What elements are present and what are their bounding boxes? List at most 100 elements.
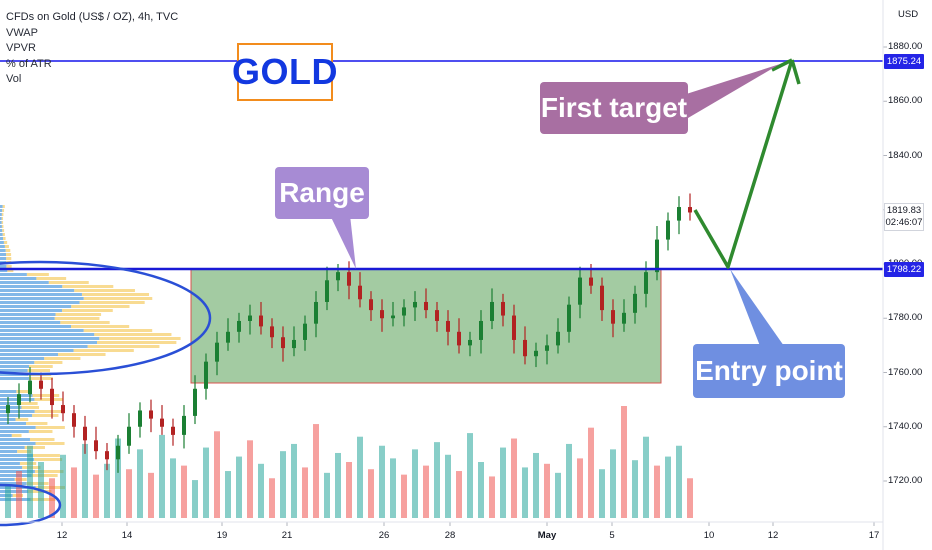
vpvr-bar-sell — [17, 450, 32, 453]
volume-bar — [104, 463, 110, 518]
vpvr-bar-sell — [83, 297, 153, 300]
vpvr-bar-sell — [32, 454, 60, 457]
vpvr-bar-buy — [0, 281, 49, 284]
volume-bar — [511, 438, 517, 518]
vpvr-bar-buy — [0, 333, 95, 336]
legend-indicator-atr[interactable]: % of ATR — [6, 57, 52, 70]
vpvr-bar-buy — [0, 369, 28, 372]
time-tick-label: 5 — [609, 530, 615, 541]
candle-body — [325, 280, 329, 302]
vpvr-bar-buy — [0, 293, 82, 296]
volume-bar — [390, 458, 396, 518]
entry-point-callout: Entry point — [693, 344, 845, 398]
volume-bar — [346, 462, 352, 518]
vpvr-bar-buy — [0, 430, 29, 433]
projection-arrowhead-left — [771, 58, 793, 72]
vpvr-bar-sell — [3, 237, 6, 240]
projection-path — [693, 59, 794, 269]
vpvr-bar-sell — [34, 361, 63, 364]
legend-indicator-vwap[interactable]: VWAP — [6, 26, 38, 39]
candle-body — [666, 220, 670, 240]
volume-bar — [401, 474, 407, 518]
vpvr-bar-buy — [0, 357, 45, 360]
vpvr-bar-buy — [0, 305, 72, 308]
candle-body — [391, 315, 395, 319]
projection-arrowhead-right — [790, 59, 801, 85]
candle-body — [567, 304, 571, 332]
legend-indicator-vol[interactable]: Vol — [6, 73, 22, 86]
price-tick-label: 1740.00 — [888, 420, 923, 432]
candle-body — [545, 345, 549, 351]
candle-body — [160, 418, 164, 427]
vpvr-bar-sell — [26, 422, 48, 425]
vpvr-bar-buy — [0, 249, 6, 252]
vpvr-bar-buy — [0, 277, 37, 280]
volume-bar — [5, 485, 11, 518]
volume-bar — [82, 443, 88, 518]
vpvr-bar-buy — [0, 301, 80, 304]
vpvr-bar-buy — [0, 273, 27, 276]
volume-bar — [247, 440, 253, 518]
volume-bars — [5, 406, 693, 518]
vpvr-bar-sell — [31, 474, 58, 477]
candle-body — [523, 339, 527, 357]
candle-body — [314, 301, 318, 324]
candle-body — [259, 315, 263, 327]
projection-arrow — [693, 58, 801, 269]
vpvr-bar-buy — [0, 414, 33, 417]
vpvr-bar-sell — [36, 277, 67, 280]
vpvr-bar-sell — [34, 470, 64, 473]
vpvr-bar-sell — [32, 414, 59, 417]
candle-body — [446, 320, 450, 332]
vpvr-bar-buy — [0, 422, 27, 425]
vpvr-bar-buy — [0, 402, 21, 405]
volume-bar — [456, 471, 462, 518]
vpvr-bar-sell — [71, 305, 130, 308]
candle-body — [127, 426, 131, 446]
candle-body — [28, 380, 32, 395]
volume-bar — [379, 445, 385, 518]
vpvr-bar-buy — [0, 229, 3, 232]
vpvr-bar-sell — [20, 402, 38, 405]
volume-bar — [291, 443, 297, 518]
vpvr-bar-buy — [0, 309, 63, 312]
vpvr-bar-sell — [1, 217, 4, 220]
volume-bar — [577, 458, 583, 518]
vpvr-bar-buy — [0, 361, 35, 364]
price-tick-label: 1860.00 — [888, 95, 923, 107]
vpvr-bar-sell — [2, 233, 5, 236]
vpvr-bar-sell — [28, 430, 53, 433]
volume-bar — [467, 433, 473, 518]
volume-bar — [368, 469, 374, 518]
vpvr-bar-buy — [0, 285, 63, 288]
vpvr-bar-sell — [2, 229, 5, 232]
candle-body — [303, 323, 307, 340]
vpvr-bar-sell — [48, 281, 89, 284]
volume-bar — [423, 465, 429, 518]
vpvr-bar-buy — [0, 313, 56, 316]
legend-indicator-vpvr[interactable]: VPVR — [6, 42, 36, 55]
time-tick-label: May — [537, 530, 557, 541]
volume-bar — [566, 443, 572, 518]
vpvr-bar-buy — [0, 406, 22, 409]
vpvr-bar-buy — [0, 454, 33, 457]
bar-countdown: 02:46:07 — [885, 217, 923, 228]
vpvr-bar-sell — [29, 438, 55, 441]
candle-body — [215, 342, 219, 362]
volume-bar — [115, 438, 121, 518]
candle-body — [490, 301, 494, 321]
vpvr-bar-sell — [2, 209, 5, 212]
candle-body — [94, 440, 98, 452]
vpvr-bar-sell — [29, 365, 53, 368]
vpvr-bar-sell — [32, 394, 60, 397]
price-tick-label: 1760.00 — [888, 366, 923, 378]
volume-bar — [654, 465, 660, 518]
volume-bar — [676, 445, 682, 518]
candle-body — [677, 207, 681, 221]
vpvr-bar-buy — [0, 450, 18, 453]
candle-body — [402, 307, 406, 316]
candle-body — [369, 299, 373, 311]
time-tick-label: 12 — [767, 530, 779, 541]
